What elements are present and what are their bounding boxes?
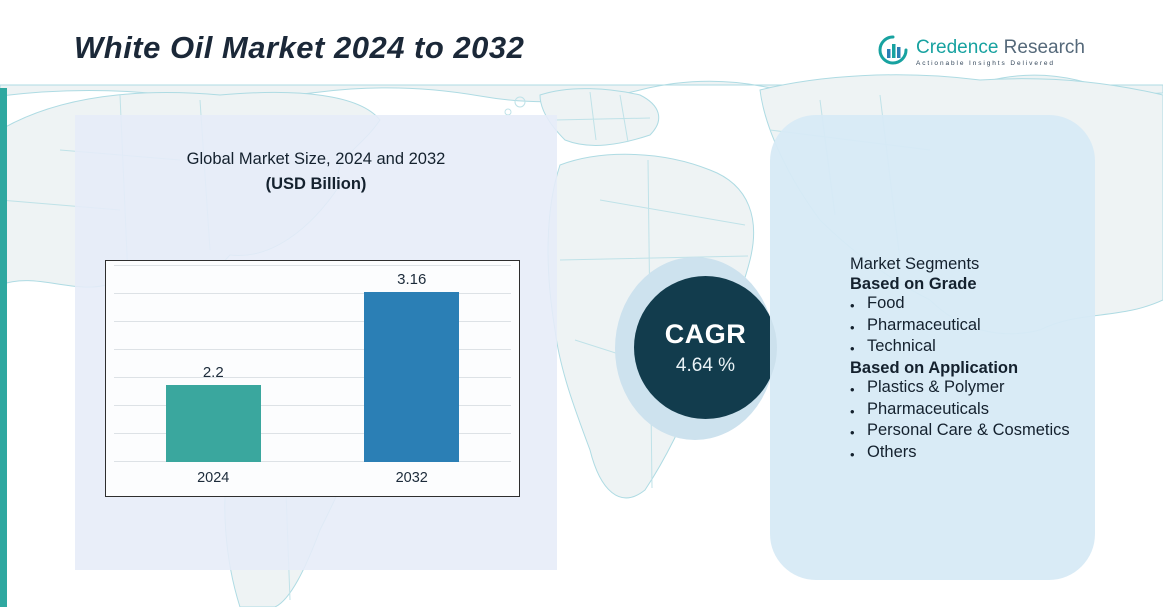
cagr-label: CAGR bbox=[664, 318, 747, 349]
bullet-icon: • bbox=[850, 425, 855, 440]
segment-item: • Plastics & Polymer bbox=[850, 378, 1071, 400]
bar-value-label: 3.16 bbox=[397, 271, 427, 288]
brand-tagline: Actionable Insights Delivered bbox=[916, 60, 1055, 67]
segments-list: Based on Grade • Food • Pharmaceutical • Techn… bbox=[850, 275, 1071, 465]
page-title: White Oil Market 2024 to 2032 bbox=[74, 30, 525, 65]
cagr-badge: CAGR 4.64 % bbox=[634, 276, 777, 419]
brand-text-block: Credence Research Actionable Insights De… bbox=[916, 37, 1085, 68]
bullet-icon: • bbox=[850, 403, 855, 419]
chart-bars: 2.2 3.16 bbox=[114, 261, 511, 462]
cagr-value: 4.64 % bbox=[675, 354, 736, 376]
segments-heading: Market Segments bbox=[850, 255, 980, 273]
bar-category-label: 2024 bbox=[197, 470, 230, 486]
bullet-icon: • bbox=[850, 382, 855, 397]
chart-heading-line1: Global Market Size, 2024 and 2032 bbox=[186, 150, 446, 168]
bar-category-label: 2032 bbox=[395, 470, 428, 486]
brand-name: Credence Research bbox=[916, 37, 1085, 58]
segment-item: • Pharmaceuticals bbox=[850, 400, 1071, 422]
segment-item: • Pharmaceutical bbox=[850, 316, 1071, 338]
segment-item: • Technical bbox=[850, 337, 1071, 359]
chart-plot: 2.2 3.16 bbox=[114, 261, 511, 462]
brand-logo: Credence Research Actionable Insights De… bbox=[877, 34, 1085, 71]
bullet-icon: • bbox=[850, 341, 855, 356]
chart-heading: Global Market Size, 2024 and 2032 (USD B… bbox=[75, 147, 557, 197]
bar-group: 2.2 bbox=[165, 364, 261, 462]
bar-chart-logo-icon bbox=[877, 34, 909, 71]
bar-chart: 2.2 3.16 2024 2032 bbox=[105, 260, 520, 497]
market-segments-panel: Market Segments Based on Grade • Food • Phar… bbox=[770, 115, 1095, 580]
chart-panel: Global Market Size, 2024 and 2032 (USD B… bbox=[75, 115, 557, 570]
segment-item: • Others bbox=[850, 443, 1071, 465]
bullet-icon: • bbox=[850, 446, 855, 462]
bullet-icon: • bbox=[850, 319, 855, 335]
chart-categories: 2024 2032 bbox=[114, 470, 511, 490]
chart-heading-line2: (USD Billion) bbox=[265, 175, 367, 193]
bullet-icon: • bbox=[850, 298, 855, 313]
bar bbox=[364, 292, 460, 462]
segment-item: • Personal Care & Cosmetics bbox=[850, 421, 1071, 443]
bar bbox=[165, 385, 261, 462]
segment-group-title: Based on Grade bbox=[850, 274, 977, 293]
segment-item: • Food bbox=[850, 294, 1071, 316]
segment-group-title: Based on Application bbox=[850, 358, 1019, 377]
left-accent-bar bbox=[0, 88, 7, 607]
bar-group: 3.16 bbox=[364, 271, 460, 462]
bar-value-label: 2.2 bbox=[202, 364, 224, 381]
